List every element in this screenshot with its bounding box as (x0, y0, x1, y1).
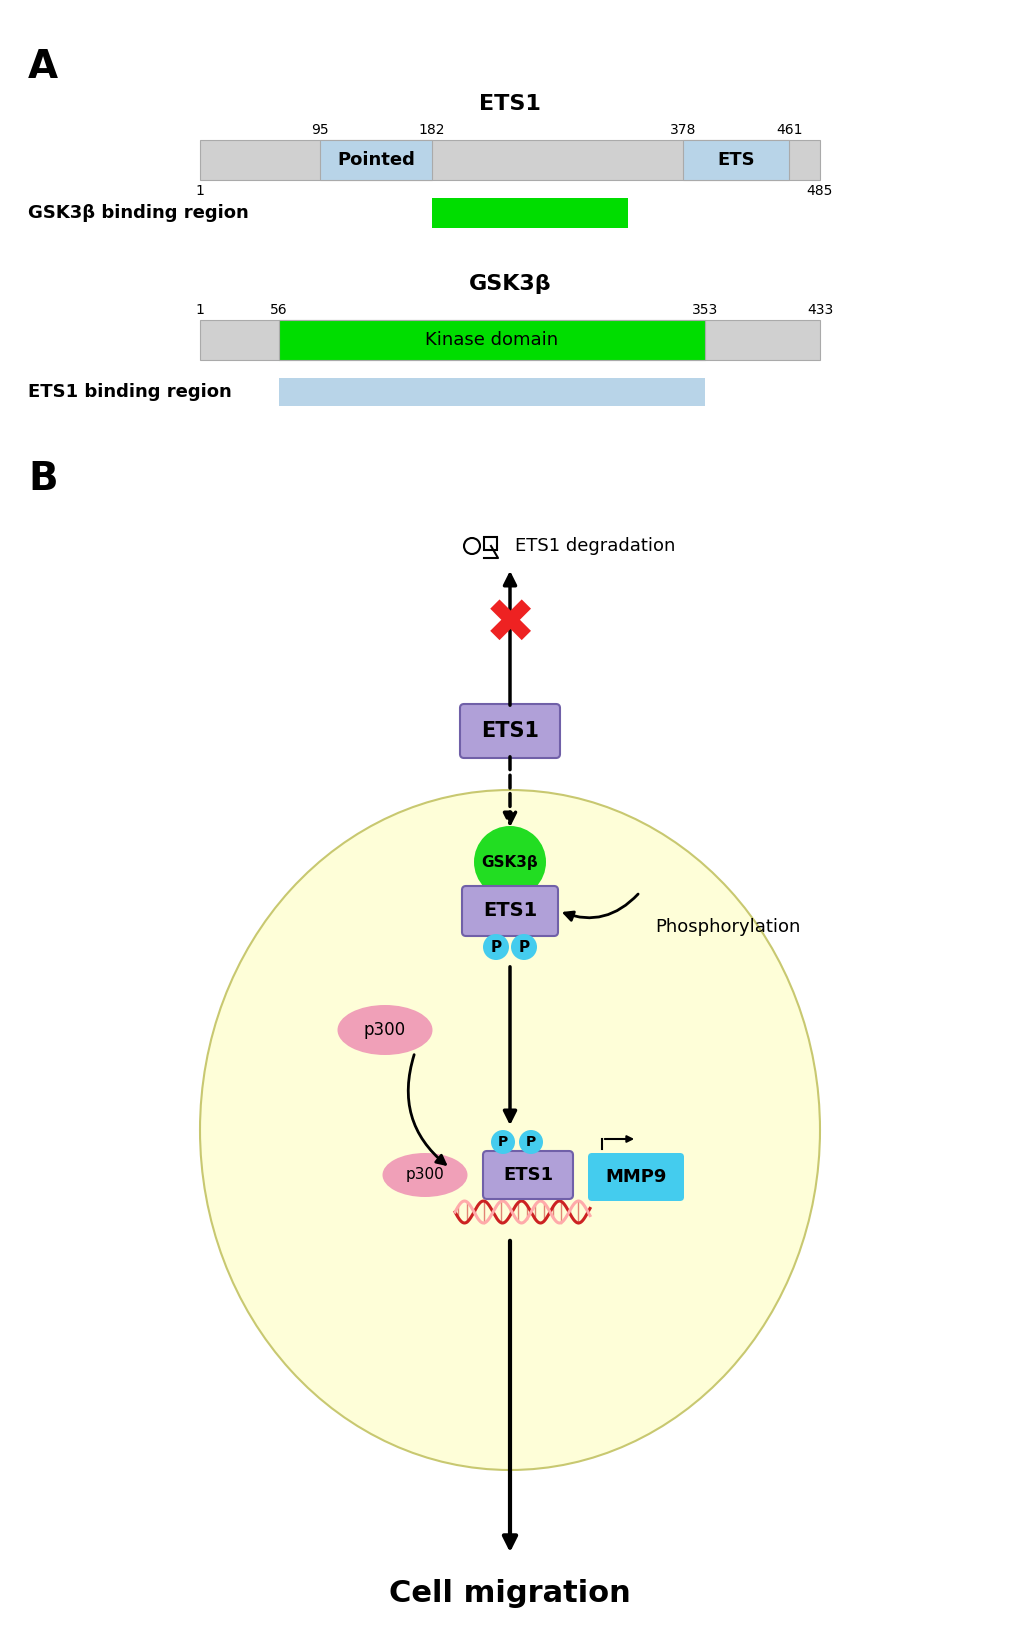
Text: 182: 182 (418, 122, 444, 137)
Text: 485: 485 (806, 184, 833, 197)
FancyBboxPatch shape (460, 704, 559, 758)
Text: P: P (526, 1134, 536, 1149)
Circle shape (490, 1130, 515, 1154)
Bar (200, 319, 819, 360)
Ellipse shape (382, 1152, 467, 1196)
Text: A: A (28, 47, 58, 86)
Bar (484, 536, 496, 549)
Text: 56: 56 (270, 303, 287, 316)
Text: 95: 95 (311, 122, 329, 137)
Text: 378: 378 (669, 122, 695, 137)
Text: Pointed: Pointed (337, 152, 415, 170)
Text: ETS1: ETS1 (479, 95, 540, 114)
Bar (683, 140, 789, 179)
Text: GSK3β binding region: GSK3β binding region (28, 204, 249, 222)
Ellipse shape (337, 1006, 432, 1055)
Text: 1: 1 (196, 184, 204, 197)
Text: p300: p300 (364, 1020, 406, 1038)
Text: ETS1: ETS1 (481, 720, 538, 742)
FancyBboxPatch shape (483, 1151, 573, 1200)
FancyBboxPatch shape (587, 1152, 684, 1201)
Text: GSK3β: GSK3β (481, 854, 538, 869)
FancyBboxPatch shape (462, 887, 557, 936)
Text: P: P (497, 1134, 507, 1149)
Text: 353: 353 (691, 303, 717, 316)
Circle shape (511, 934, 536, 960)
Text: GSK3β: GSK3β (468, 274, 551, 293)
Text: ETS: ETS (716, 152, 754, 170)
Circle shape (519, 1130, 542, 1154)
Text: ETS1: ETS1 (482, 901, 537, 921)
Bar (200, 140, 819, 179)
Text: Cell migration: Cell migration (388, 1578, 631, 1607)
Text: ETS1 degradation: ETS1 degradation (515, 536, 675, 554)
Bar (431, 197, 628, 228)
Text: ETS1 binding region: ETS1 binding region (28, 383, 231, 401)
Text: 1: 1 (196, 303, 204, 316)
Text: P: P (490, 939, 501, 955)
Text: 461: 461 (775, 122, 802, 137)
Bar (320, 140, 431, 179)
Bar (278, 319, 704, 360)
Ellipse shape (200, 791, 819, 1470)
Text: P: P (518, 939, 529, 955)
Text: Kinase domain: Kinase domain (425, 331, 558, 349)
Text: B: B (28, 460, 57, 499)
Bar (278, 378, 704, 406)
Text: ✖: ✖ (484, 595, 535, 655)
Circle shape (474, 826, 545, 898)
Text: MMP9: MMP9 (604, 1169, 666, 1187)
Text: 433: 433 (806, 303, 833, 316)
Text: Phosphorylation: Phosphorylation (654, 918, 800, 936)
Text: p300: p300 (406, 1167, 444, 1182)
Text: ETS1: ETS1 (502, 1165, 552, 1183)
Circle shape (483, 934, 508, 960)
